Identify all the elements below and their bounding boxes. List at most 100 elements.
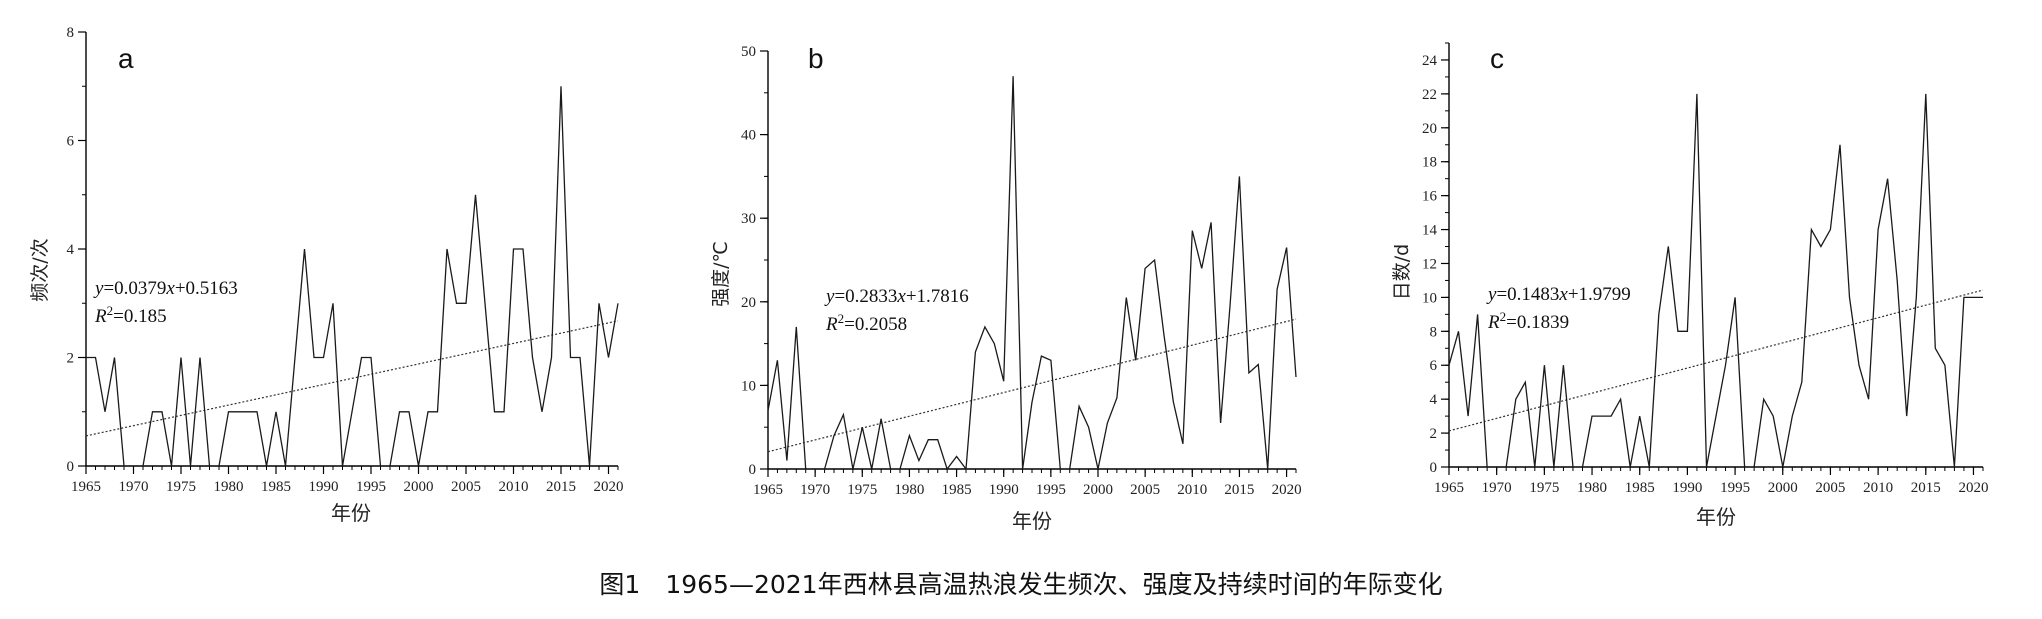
y-tick-label-c: 12 (1422, 256, 1437, 272)
y-tick-label-a: 2 (67, 351, 75, 367)
eq-end-b: +1.7816 (906, 286, 969, 307)
x-tick-label-a: 2010 (499, 479, 529, 495)
y-tick-label-a: 8 (67, 25, 75, 41)
x-tick-label-b: 1970 (800, 482, 830, 498)
x-tick-label-b: 2010 (1177, 482, 1207, 498)
eq-x-a: x (165, 278, 175, 299)
x-tick-label-b: 2000 (1083, 482, 1113, 498)
x-tick-label-c: 1965 (1434, 480, 1464, 496)
eq-x-b: x (896, 286, 906, 307)
x-tick-label-c: 1995 (1720, 480, 1750, 496)
r-squared-b: R2=0.2058 (825, 311, 907, 336)
x-tick-label-c: 1990 (1672, 480, 1702, 496)
r-value-a: =0.185 (113, 306, 166, 327)
eq-end-c: +1.9799 (1568, 284, 1631, 305)
x-tick-label-b: 1965 (753, 482, 783, 498)
x-tick-label-c: 2010 (1863, 480, 1893, 496)
trend-line-a (85, 320, 619, 437)
x-tick-label-a: 1990 (309, 479, 339, 495)
y-axis-title-c: 日数/d (1391, 244, 1413, 300)
y-tick-label-c: 18 (1422, 155, 1437, 171)
x-tick-label-b: 2015 (1224, 482, 1254, 498)
y-tick-label-c: 8 (1430, 324, 1438, 340)
eq-y-a: y (93, 278, 104, 299)
r-label-c: R (1487, 312, 1500, 333)
y-tick-label-c: 14 (1422, 223, 1438, 239)
x-tick-label-a: 1970 (119, 479, 149, 495)
x-axis-title-a: 年份 (331, 501, 371, 525)
x-tick-label-a: 1975 (166, 479, 196, 495)
panel-label-a: a (118, 43, 134, 74)
x-tick-label-c: 1970 (1482, 480, 1512, 496)
series-line-a (86, 86, 619, 467)
eq-y-c: y (1486, 284, 1497, 305)
x-tick-label-a: 2000 (404, 479, 434, 495)
x-tick-label-a: 1985 (261, 479, 291, 495)
panel-a: 0 2 4 6 8 1965 1970 1975 1980 1985 1990 1995 2000 200… (29, 25, 624, 525)
r-squared-a: R2=0.185 (94, 303, 167, 328)
x-tick-label-a: 1980 (214, 479, 244, 495)
x-tick-label-b: 1990 (989, 482, 1019, 498)
x-tick-label-b: 1985 (942, 482, 972, 498)
trend-line-b (767, 318, 1297, 453)
x-tick-label-c: 1985 (1625, 480, 1655, 496)
equation-a: y=0.0379x+0.5163 (93, 278, 238, 299)
y-tick-label-c: 2 (1430, 426, 1438, 442)
y-axis-title-a: 频次/次 (29, 238, 51, 301)
equation-c: y=0.1483x+1.9799 (1486, 284, 1631, 305)
y-tick-label-a: 6 (67, 134, 75, 150)
equation-b: y=0.2833x+1.7816 (824, 286, 969, 307)
x-tick-label-b: 1995 (1036, 482, 1066, 498)
y-axis-title-b: 强度/℃ (710, 241, 732, 307)
x-tick-label-a: 2005 (451, 479, 481, 495)
axes-a: 0 2 4 6 8 1965 1970 1975 1980 1985 1990 1995 2000 200… (67, 25, 624, 495)
eq-x-c: x (1558, 284, 1568, 305)
x-axis-title-c: 年份 (1696, 505, 1736, 529)
y-tick-label-b: 50 (741, 44, 756, 60)
y-tick-label-b: 40 (741, 128, 756, 144)
panel-label-b: b (808, 43, 824, 74)
x-tick-label-a: 1965 (71, 479, 101, 495)
x-tick-label-c: 2005 (1815, 480, 1845, 496)
y-tick-label-c: 10 (1422, 290, 1437, 306)
y-tick-label-c: 24 (1422, 53, 1438, 69)
x-tick-label-a: 2015 (546, 479, 576, 495)
eq-end-a: +0.5163 (175, 278, 238, 299)
y-tick-label-b: 20 (741, 295, 756, 311)
x-tick-label-c: 1980 (1577, 480, 1607, 496)
r-label-b: R (825, 314, 838, 335)
eq-mid-b: =0.2833 (834, 286, 897, 307)
r-sup-a: 2 (107, 303, 114, 318)
series-line-b (767, 76, 1297, 471)
r-sup-b: 2 (838, 311, 845, 326)
y-tick-label-b: 0 (749, 462, 757, 478)
r-value-c: =0.1839 (1506, 312, 1569, 333)
y-tick-label-c: 16 (1422, 189, 1438, 205)
eq-mid-a: =0.0379 (103, 278, 166, 299)
axes-b: 0 10 20 30 40 50 1965 1970 1975 1980 1985 1990 1995 2… (741, 44, 1302, 498)
x-tick-label-c: 2000 (1768, 480, 1798, 496)
y-tick-label-c: 20 (1422, 121, 1437, 137)
x-tick-label-c: 2020 (1958, 480, 1988, 496)
y-tick-label-b: 30 (741, 211, 756, 227)
x-tick-label-a: 1995 (356, 479, 386, 495)
panel-b: 0 10 20 30 40 50 1965 1970 1975 1980 1985 1990 1995 2… (710, 43, 1302, 533)
y-tick-label-c: 22 (1422, 87, 1437, 103)
y-tick-label-a: 4 (67, 242, 75, 258)
r-value-b: =0.2058 (844, 314, 907, 335)
x-tick-label-b: 2005 (1130, 482, 1160, 498)
r-sup-c: 2 (1500, 309, 1507, 324)
panel-label-c: c (1490, 43, 1504, 74)
x-tick-label-a: 2020 (594, 479, 624, 495)
y-tick-label-c: 0 (1430, 460, 1438, 476)
eq-y-b: y (824, 286, 835, 307)
y-tick-label-c: 4 (1430, 392, 1438, 408)
y-tick-label-a: 0 (67, 459, 75, 475)
series-line-c (1448, 93, 1983, 468)
x-tick-label-b: 1975 (847, 482, 877, 498)
x-tick-label-c: 1975 (1529, 480, 1559, 496)
r-label-a: R (94, 306, 107, 327)
